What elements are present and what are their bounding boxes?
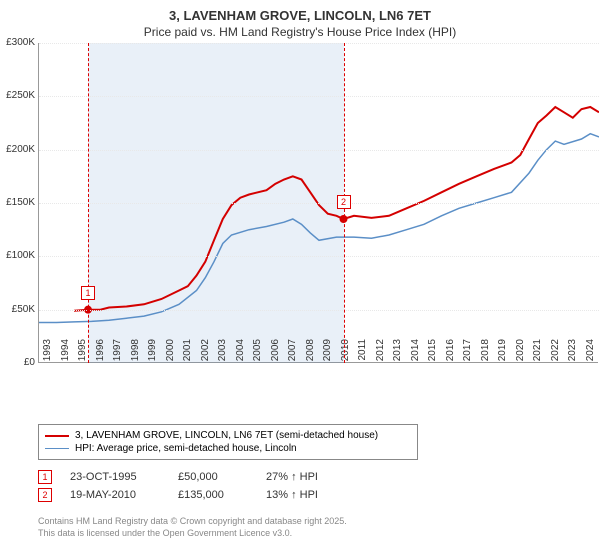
chart-title-address: 3, LAVENHAM GROVE, LINCOLN, LN6 7ET xyxy=(0,8,600,23)
y-axis-label: £250K xyxy=(0,90,35,101)
transaction-row: 2 19-MAY-2010 £135,000 13% ↑ HPI xyxy=(38,486,318,504)
y-axis-label: £50K xyxy=(0,304,35,315)
x-axis-label: 2015 xyxy=(427,339,438,369)
series-line-hpi xyxy=(39,134,599,323)
legend-item: 3, LAVENHAM GROVE, LINCOLN, LN6 7ET (sem… xyxy=(45,429,411,442)
footer-attribution: Contains HM Land Registry data © Crown c… xyxy=(38,516,347,539)
chart-area: £0£50K£100K£150K£200K£250K£300K199319941… xyxy=(38,43,598,403)
legend-label: 3, LAVENHAM GROVE, LINCOLN, LN6 7ET (sem… xyxy=(75,430,378,441)
marker-label: 2 xyxy=(337,195,351,209)
x-axis-label: 1997 xyxy=(112,339,123,369)
y-axis-label: £100K xyxy=(0,250,35,261)
x-axis-label: 2008 xyxy=(305,339,316,369)
legend-item: HPI: Average price, semi-detached house,… xyxy=(45,442,411,455)
x-axis-label: 2001 xyxy=(182,339,193,369)
x-axis-label: 1995 xyxy=(77,339,88,369)
y-axis-label: £300K xyxy=(0,37,35,48)
y-gridline xyxy=(39,96,599,97)
transaction-marker: 1 xyxy=(38,470,52,484)
x-axis-label: 1999 xyxy=(147,339,158,369)
x-axis-label: 2021 xyxy=(532,339,543,369)
transaction-vs-hpi: 13% ↑ HPI xyxy=(266,489,318,501)
marker-guideline xyxy=(88,43,89,363)
x-axis-label: 2009 xyxy=(322,339,333,369)
x-axis-label: 2023 xyxy=(567,339,578,369)
footer-line: Contains HM Land Registry data © Crown c… xyxy=(38,516,347,528)
x-axis-label: 2005 xyxy=(252,339,263,369)
y-axis-label: £200K xyxy=(0,144,35,155)
y-axis-label: £0 xyxy=(0,357,35,368)
x-axis-label: 2018 xyxy=(480,339,491,369)
x-axis-label: 2002 xyxy=(200,339,211,369)
x-axis-label: 2000 xyxy=(165,339,176,369)
legend-label: HPI: Average price, semi-detached house,… xyxy=(75,443,297,454)
x-axis-label: 2024 xyxy=(585,339,596,369)
x-axis-label: 2019 xyxy=(497,339,508,369)
x-axis-label: 2007 xyxy=(287,339,298,369)
chart-container: 3, LAVENHAM GROVE, LINCOLN, LN6 7ET Pric… xyxy=(0,0,600,560)
legend-swatch xyxy=(45,435,69,437)
y-gridline xyxy=(39,310,599,311)
x-axis-label: 1993 xyxy=(42,339,53,369)
x-axis-label: 2010 xyxy=(340,339,351,369)
x-axis-label: 2006 xyxy=(270,339,281,369)
transaction-date: 23-OCT-1995 xyxy=(70,471,160,483)
y-gridline xyxy=(39,43,599,44)
transaction-price: £50,000 xyxy=(178,471,248,483)
x-axis-label: 2011 xyxy=(357,339,368,369)
x-axis-label: 2013 xyxy=(392,339,403,369)
transaction-vs-hpi: 27% ↑ HPI xyxy=(266,471,318,483)
transaction-marker: 2 xyxy=(38,488,52,502)
x-axis-label: 2003 xyxy=(217,339,228,369)
title-block: 3, LAVENHAM GROVE, LINCOLN, LN6 7ET Pric… xyxy=(0,0,600,43)
x-axis-label: 2004 xyxy=(235,339,246,369)
marker-label: 1 xyxy=(81,286,95,300)
transaction-date: 19-MAY-2010 xyxy=(70,489,160,501)
transaction-price: £135,000 xyxy=(178,489,248,501)
x-axis-label: 1998 xyxy=(130,339,141,369)
y-gridline xyxy=(39,203,599,204)
footer-line: This data is licensed under the Open Gov… xyxy=(38,528,347,540)
x-axis-label: 2022 xyxy=(550,339,561,369)
x-axis-label: 1996 xyxy=(95,339,106,369)
x-axis-label: 2012 xyxy=(375,339,386,369)
x-axis-label: 2014 xyxy=(410,339,421,369)
chart-subtitle: Price paid vs. HM Land Registry's House … xyxy=(0,25,600,39)
y-gridline xyxy=(39,150,599,151)
legend: 3, LAVENHAM GROVE, LINCOLN, LN6 7ET (sem… xyxy=(38,424,418,460)
y-axis-label: £150K xyxy=(0,197,35,208)
x-axis-label: 2016 xyxy=(445,339,456,369)
transaction-table: 1 23-OCT-1995 £50,000 27% ↑ HPI 2 19-MAY… xyxy=(38,468,318,504)
plot-area: £0£50K£100K£150K£200K£250K£300K199319941… xyxy=(38,43,598,363)
x-axis-label: 2020 xyxy=(515,339,526,369)
x-axis-label: 1994 xyxy=(60,339,71,369)
transaction-row: 1 23-OCT-1995 £50,000 27% ↑ HPI xyxy=(38,468,318,486)
legend-swatch xyxy=(45,448,69,450)
y-gridline xyxy=(39,256,599,257)
x-axis-label: 2017 xyxy=(462,339,473,369)
